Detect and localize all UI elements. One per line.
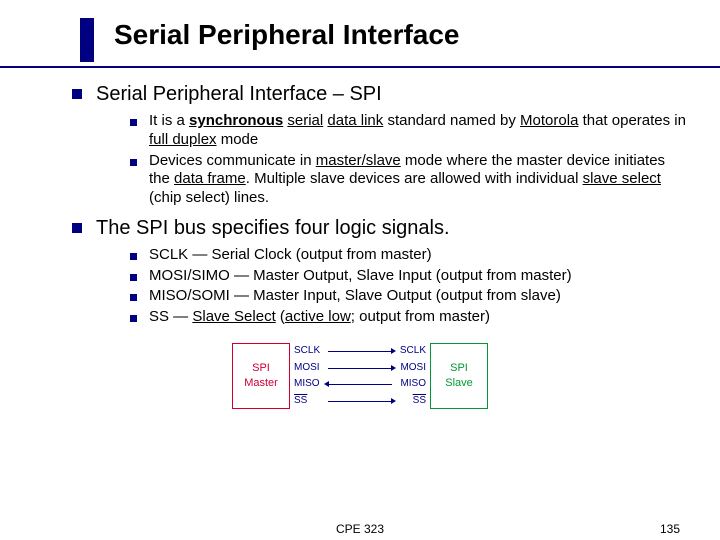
list-item-text: MOSI/SIMO — Master Output, Slave Input (… — [149, 267, 572, 286]
list-item: MISO/SOMI — Master Input, Slave Output (… — [130, 287, 690, 306]
title-block: Serial Peripheral Interface — [80, 18, 690, 62]
spi-wires: SCLKSCLKMOSIMOSI MISOMISOSSSS — [290, 343, 430, 409]
wire-sclk: SCLKSCLK — [290, 344, 430, 359]
spi-master-box: SPIMaster — [232, 343, 290, 409]
bullet-icon — [130, 315, 137, 322]
list-item-text: MISO/SOMI — Master Input, Slave Output (… — [149, 287, 561, 306]
list-item-text: SS — Slave Select (active low; output fr… — [149, 308, 490, 327]
bullet-icon — [130, 294, 137, 301]
section-heading: The SPI bus specifies four logic signals… — [72, 216, 690, 240]
list-item: It is a synchronous serial data link sta… — [130, 112, 690, 150]
bullet-icon — [130, 119, 137, 126]
list-item: Devices communicate in master/slave mode… — [130, 152, 690, 208]
wire-ss: SSSS — [290, 393, 430, 408]
list-item-text: Devices communicate in master/slave mode… — [149, 152, 690, 208]
list-item-text: SCLK — Serial Clock (output from master) — [149, 246, 432, 265]
bullet-icon — [72, 89, 82, 99]
list-item: SS — Slave Select (active low; output fr… — [130, 308, 690, 327]
list-item-text: It is a synchronous serial data link sta… — [149, 112, 690, 150]
section-heading-text: The SPI bus specifies four logic signals… — [96, 216, 450, 240]
content-area: Serial Peripheral Interface – SPI It is a… — [30, 82, 690, 327]
section-heading-text: Serial Peripheral Interface – SPI — [96, 82, 382, 106]
section-heading: Serial Peripheral Interface – SPI — [72, 82, 690, 106]
bullet-icon — [130, 274, 137, 281]
title-accent-bar — [80, 18, 94, 62]
spi-slave-box: SPISlave — [430, 343, 488, 409]
list-item: SCLK — Serial Clock (output from master) — [130, 246, 690, 265]
list-item: MOSI/SIMO — Master Output, Slave Input (… — [130, 267, 690, 286]
slide-title: Serial Peripheral Interface — [114, 18, 460, 51]
title-underline — [0, 66, 720, 68]
spi-diagram: SPIMaster SCLKSCLKMOSIMOSI MISOMISOSSSS S… — [30, 343, 690, 409]
bullet-icon — [72, 223, 82, 233]
wire-mosi: MOSIMOSI — [290, 360, 430, 375]
bullet-icon — [130, 253, 137, 260]
footer-course: CPE 323 — [336, 522, 384, 536]
bullet-icon — [130, 159, 137, 166]
wire-miso: MISOMISO — [290, 377, 430, 392]
footer-page-number: 135 — [660, 522, 680, 536]
